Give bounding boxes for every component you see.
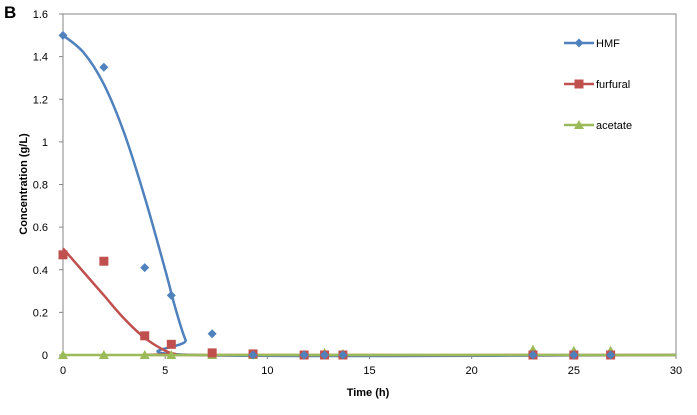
acetate-point [58, 350, 68, 359]
legend-acetate-marker [574, 120, 584, 129]
y-tick-label: 1.6 [33, 9, 48, 21]
furfural-point [166, 339, 176, 349]
x-axis-title: Time (h) [347, 387, 390, 399]
HMF-point [99, 62, 109, 72]
x-tick-label: 30 [670, 365, 682, 377]
HMF-point [569, 350, 579, 360]
y-tick-label: 1.4 [33, 52, 48, 64]
y-tick-label: 0.6 [33, 222, 48, 234]
x-tick-label: 0 [60, 365, 66, 377]
legend-HMF-marker [574, 38, 584, 48]
HMF-point [338, 350, 348, 360]
x-tick-label: 25 [568, 365, 580, 377]
y-tick-label: 0.8 [33, 180, 48, 192]
plot-area [62, 13, 677, 356]
panel-label: B [4, 3, 16, 22]
acetate-point [166, 350, 177, 359]
furfural-point [207, 348, 217, 358]
HMF-point [207, 329, 217, 339]
x-tick-label: 5 [162, 365, 168, 377]
HMF-point [140, 263, 150, 273]
legend-HMF-label: HMF [596, 38, 620, 50]
HMF-point [606, 350, 616, 360]
legend-furfural-label: furfural [596, 79, 630, 91]
furfural-point [140, 331, 150, 341]
acetate-point [98, 350, 109, 359]
legend-furfural-marker [574, 79, 584, 89]
HMF-point [528, 350, 538, 360]
furfural-point [58, 250, 68, 260]
acetate-point [139, 350, 150, 359]
y-tick-label: 0.2 [33, 307, 48, 319]
y-tick-label: 0.4 [33, 265, 48, 277]
furfural-fit-line [62, 247, 677, 357]
x-tick-label: 15 [363, 365, 375, 377]
y-tick-label: 1 [42, 137, 48, 149]
HMF-point [166, 290, 176, 300]
y-tick-label: 0 [42, 350, 48, 362]
HMF-point [320, 350, 330, 360]
HMF-point [299, 350, 309, 360]
legend-acetate-label: acetate [596, 120, 632, 132]
HMF-point [58, 30, 68, 40]
furfural-point [99, 256, 109, 266]
y-axis-title: Concentration (g/L) [18, 133, 30, 235]
x-tick-label: 10 [261, 365, 273, 377]
y-tick-label: 1.2 [33, 94, 48, 106]
x-tick-label: 20 [466, 365, 478, 377]
HMF-point [248, 350, 258, 360]
